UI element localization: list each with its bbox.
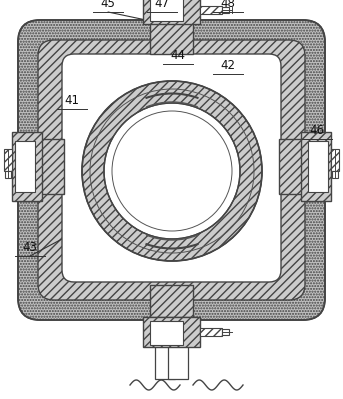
Bar (222, 7, 229, 13)
Bar (279, 139, 305, 194)
Text: 44: 44 (170, 49, 186, 62)
Text: 41: 41 (64, 94, 80, 107)
Bar (143, 317, 200, 347)
Bar (5, 171, 11, 178)
Bar (150, 22, 193, 54)
Bar (200, 328, 222, 336)
Text: 47: 47 (154, 0, 169, 10)
FancyBboxPatch shape (38, 40, 305, 300)
Bar (12, 132, 42, 201)
Bar (150, 321, 183, 345)
Circle shape (104, 103, 240, 239)
Bar (168, 327, 188, 379)
Circle shape (82, 81, 262, 261)
Bar (143, 0, 200, 24)
Text: 46: 46 (309, 124, 324, 137)
Bar (332, 171, 338, 178)
Bar (150, 0, 183, 21)
Text: 48: 48 (221, 0, 235, 10)
Bar (15, 141, 35, 192)
Bar (4, 149, 12, 171)
Bar (331, 149, 339, 171)
Bar (150, 285, 193, 317)
Bar (222, 329, 229, 335)
Text: 45: 45 (100, 0, 116, 10)
Bar (200, 6, 222, 14)
FancyBboxPatch shape (18, 20, 325, 320)
Bar (308, 141, 328, 192)
Bar (301, 132, 331, 201)
Text: 43: 43 (23, 241, 37, 254)
Bar (155, 327, 175, 379)
Bar (38, 139, 64, 194)
FancyBboxPatch shape (62, 54, 281, 282)
Text: 42: 42 (221, 59, 236, 72)
